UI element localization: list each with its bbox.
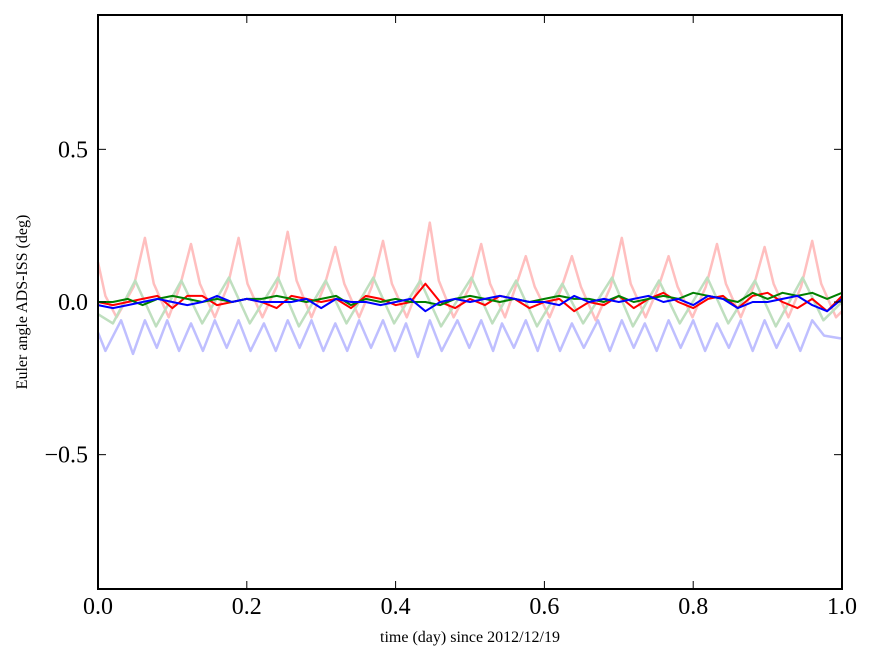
x-tick-label: 0.6 — [529, 594, 559, 620]
series-line-5 — [97, 294, 843, 313]
x-tick-label: 1.0 — [827, 594, 857, 620]
x-tick-label: 0.0 — [83, 594, 113, 620]
series-layer — [96, 221, 843, 359]
x-tick-label: 0.8 — [678, 594, 708, 620]
y-tick-label: −0.5 — [44, 443, 88, 469]
series-line-1 — [97, 276, 843, 328]
plot-frame — [97, 14, 843, 590]
x-tick-label: 0.4 — [381, 594, 411, 620]
x-axis-label: time (day) since 2012/12/19 — [380, 629, 560, 646]
y-axis-label: Euler angle ADS-ISS (deg) — [14, 215, 31, 390]
series-line-0 — [96, 221, 843, 322]
x-tick-label: 0.2 — [232, 594, 262, 620]
series-line-2 — [96, 319, 843, 359]
y-tick-label: 0.0 — [58, 290, 88, 316]
tick-layer: 0.0 0.2 0.4 0.6 0.8 1.0 0.5 0.0 −0.5 — [44, 15, 857, 620]
y-tick-label: 0.5 — [58, 137, 88, 163]
